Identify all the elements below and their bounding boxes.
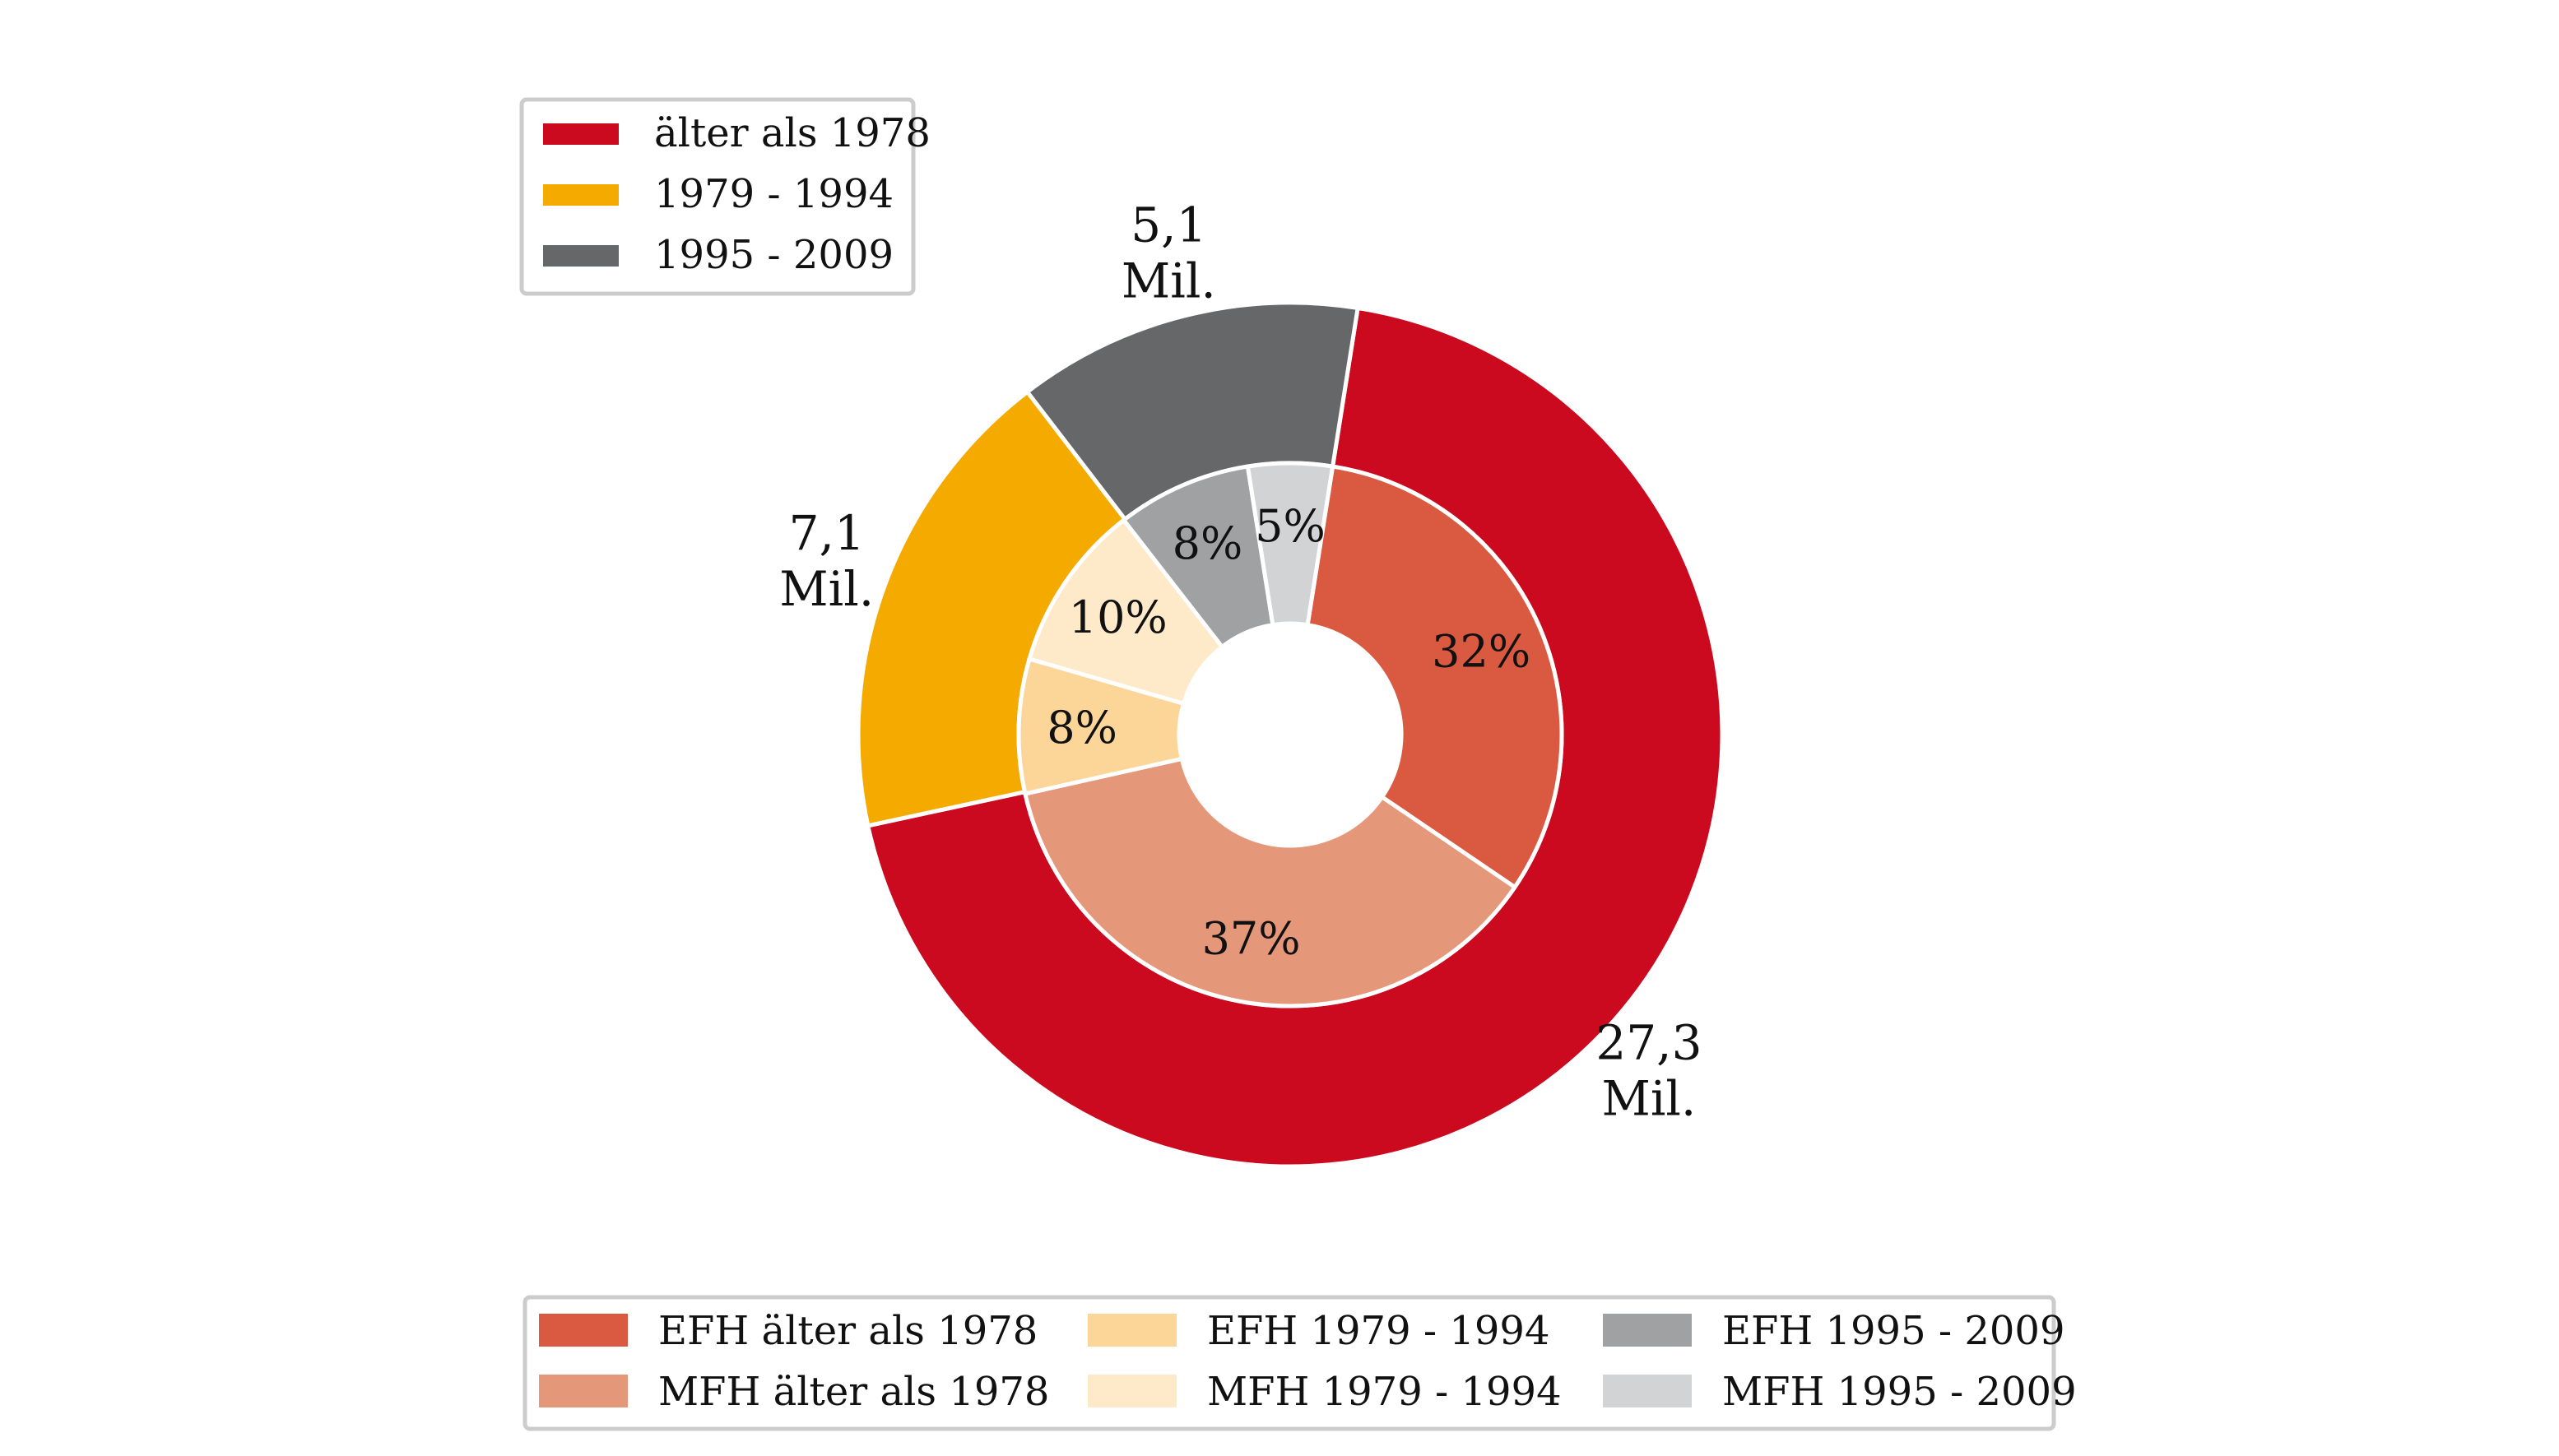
legend-label-mfh-mid: MFH 1979 - 1994 (1207, 1369, 1562, 1415)
legend-label-mid: 1979 - 1994 (654, 171, 894, 217)
inner-slice-3 (1027, 517, 1225, 707)
legend-swatch-new (543, 245, 619, 267)
legend-bottom: EFH älter als 1978 MFH älter als 1978 EF… (522, 1295, 2077, 1431)
inner-percent-label-5: 5% (1255, 500, 1326, 552)
legend-label-efh-new: EFH 1995 - 2009 (1722, 1308, 2065, 1354)
inner-percent-label-2: 8% (1047, 702, 1117, 754)
inner-percent-label-3: 10% (1069, 591, 1168, 643)
legend-top-frame (519, 97, 916, 296)
legend-label-old: älter als 1978 (654, 110, 931, 156)
legend-swatch-old (543, 123, 619, 145)
slice-labels: 32%37%8%10%8% 5% (1047, 500, 1530, 965)
inner-slice-1 (1022, 756, 1518, 1009)
inner-ring (1016, 461, 1564, 1009)
outer-value-label-2: 5,1 Mil. (1122, 197, 1216, 308)
outer-value-label-0: 27,3 Mil. (1595, 1014, 1702, 1126)
legend-label-efh-mid: EFH 1979 - 1994 (1207, 1308, 1550, 1354)
inner-percent-label-0: 32% (1432, 626, 1530, 678)
legend-label-efh-old: EFH älter als 1978 (658, 1308, 1038, 1354)
legend-label-new: 1995 - 2009 (654, 232, 894, 278)
legend-swatch-mid (543, 184, 619, 206)
legend-label-mfh-new: MFH 1995 - 2009 (1722, 1369, 2077, 1415)
legend-swatch-efh-old (539, 1314, 628, 1347)
inner-percent-label-1: 37% (1202, 913, 1301, 965)
inner-slice-5 (1245, 461, 1335, 628)
legend-swatch-mfh-old (539, 1375, 628, 1407)
inner-slice-0 (1305, 464, 1564, 890)
outer-ring (856, 300, 1725, 1169)
outer-value-label-1: 7,1 Mil. (779, 505, 874, 617)
outer-labels: 27,3 Mil. 7,1 Mil. 5,1 Mil. (779, 197, 1702, 1126)
legend-swatch-mfh-mid (1088, 1375, 1177, 1407)
legend-top: älter als 1978 1979 - 1994 1995 - 2009 (519, 97, 931, 296)
legend-swatch-efh-new (1603, 1314, 1692, 1347)
legend-label-mfh-old: MFH älter als 1978 (658, 1369, 1049, 1415)
legend-swatch-mfh-new (1603, 1375, 1692, 1407)
inner-percent-label-4: 8% (1173, 517, 1243, 569)
legend-swatch-efh-mid (1088, 1314, 1177, 1347)
